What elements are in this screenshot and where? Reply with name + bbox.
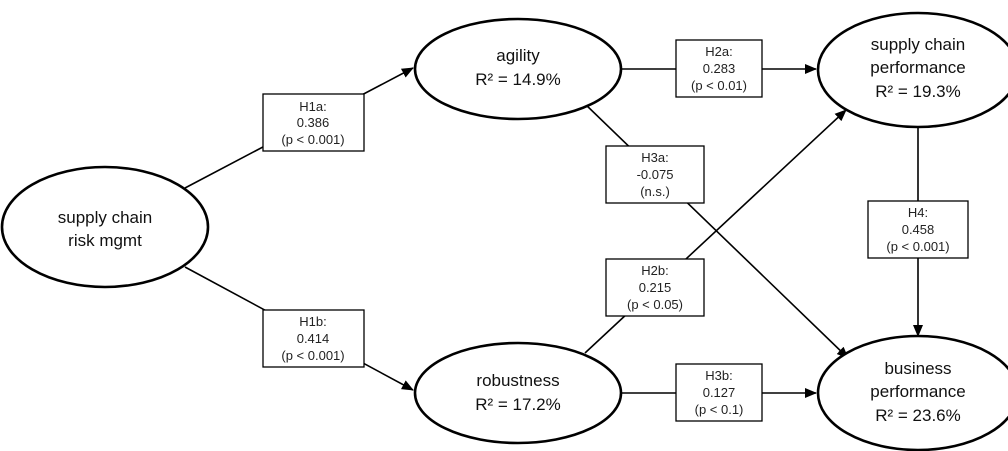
node-label-line: robustness (476, 371, 559, 390)
path-label-line: H3a: (641, 150, 668, 165)
node-r2-value: R² = 14.9% (475, 70, 561, 89)
node-label-line: agility (496, 46, 540, 65)
path-significance: (p < 0.1) (695, 402, 744, 417)
node-agility: agility R² = 14.9% (413, 17, 623, 121)
node-business-performance: business performance R² = 23.6% (816, 334, 1008, 451)
node-supply-chain-performance: supply chain performance R² = 19.3% (816, 11, 1008, 129)
path-label-line: H3b: (705, 368, 732, 383)
node-label-line: supply chain (58, 208, 153, 227)
path-significance: (p < 0.05) (627, 297, 683, 312)
node-label-line: business (884, 359, 951, 378)
path-label-h1a: H1a: 0.386 (p < 0.001) (262, 93, 365, 152)
node-label-line: performance (870, 58, 965, 77)
path-label-line: H2a: (705, 44, 732, 59)
path-significance: (p < 0.01) (691, 78, 747, 93)
path-coefficient: 0.283 (703, 61, 736, 76)
node-r2-value: R² = 19.3% (875, 82, 961, 101)
node-robustness: robustness R² = 17.2% (413, 341, 623, 445)
node-label-line: supply chain (871, 35, 966, 54)
path-coefficient: 0.414 (297, 331, 330, 346)
path-significance: (p < 0.001) (281, 132, 344, 147)
path-significance: (p < 0.001) (886, 239, 949, 254)
path-coefficient: 0.386 (297, 115, 330, 130)
path-coefficient: 0.458 (902, 222, 935, 237)
path-significance: (n.s.) (640, 184, 670, 199)
path-significance: (p < 0.001) (281, 348, 344, 363)
node-label-line: risk mgmt (68, 231, 142, 250)
node-label-line: performance (870, 382, 965, 401)
path-label-h2a: H2a: 0.283 (p < 0.01) (675, 39, 763, 98)
path-coefficient: -0.075 (637, 167, 674, 182)
path-label-h2b: H2b: 0.215 (p < 0.05) (605, 258, 705, 317)
path-label-h3a: H3a: -0.075 (n.s.) (605, 145, 705, 204)
path-coefficient: 0.215 (639, 280, 672, 295)
node-r2-value: R² = 17.2% (475, 395, 561, 414)
path-label-h3b: H3b: 0.127 (p < 0.1) (675, 363, 763, 422)
path-label-line: H1a: (299, 99, 326, 114)
node-r2-value: R² = 23.6% (875, 406, 961, 425)
path-label-h1b: H1b: 0.414 (p < 0.001) (262, 309, 365, 368)
path-label-line: H2b: (641, 263, 668, 278)
path-label-h4: H4: 0.458 (p < 0.001) (867, 200, 969, 259)
node-supply-chain-risk-mgmt: supply chain risk mgmt (0, 165, 210, 289)
path-coefficient: 0.127 (703, 385, 736, 400)
path-label-line: H4: (908, 205, 928, 220)
path-label-line: H1b: (299, 314, 326, 329)
